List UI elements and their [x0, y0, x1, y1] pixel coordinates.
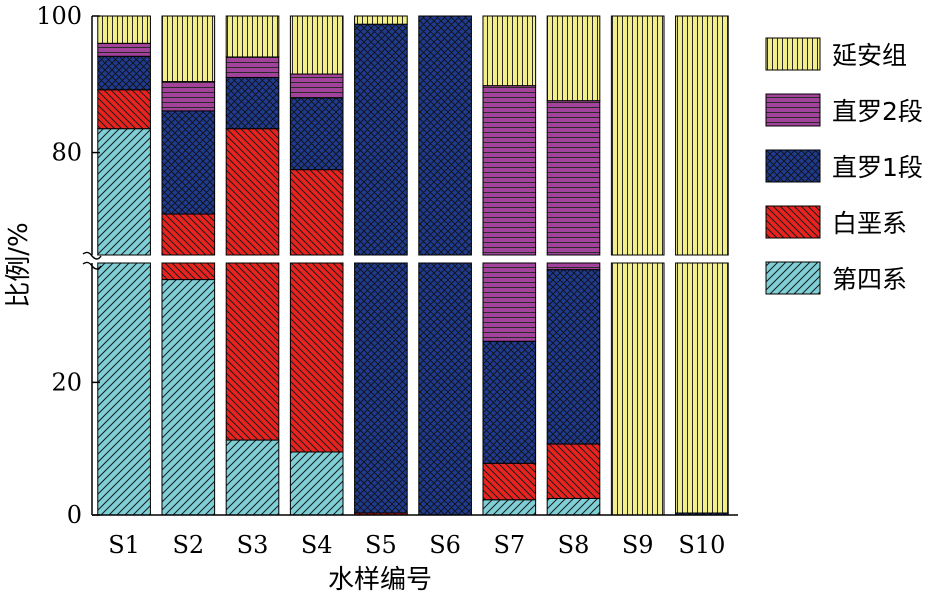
bar-S5-series-4 — [354, 15, 408, 25]
bar-S4-series-3 — [289, 73, 344, 99]
bar-S6-series-2-part-1 — [418, 15, 472, 256]
bar-S2-series-3 — [161, 81, 216, 112]
bar-S1-series-0-part-1 — [97, 128, 151, 256]
y-axis-title: 比例/% — [4, 222, 34, 307]
x-tick-label: S5 — [365, 531, 397, 559]
bar-S8-series-3-part-1 — [546, 100, 601, 256]
bar-S3-series-3 — [225, 56, 280, 78]
bar-S4-series-4 — [289, 15, 344, 75]
x-axis-tick-labels: S1 S2 S3 S4 S5 S6 S7 S8 S9 S10 — [108, 531, 725, 559]
legend-label: 第四系 — [832, 265, 907, 294]
bar-S8-series-1 — [546, 443, 601, 499]
bar-S9-series-4-part-0 — [610, 262, 665, 516]
x-tick-label: S4 — [301, 531, 333, 559]
x-tick-label: S6 — [429, 531, 461, 559]
bar-S2-series-0 — [161, 279, 216, 516]
y-tick-label: 20 — [51, 368, 82, 396]
bar-S9-series-4-part-1 — [610, 15, 665, 256]
bar-S8-series-4 — [546, 15, 601, 102]
axis-break-mark — [82, 251, 102, 270]
bar-S7-series-2 — [482, 340, 537, 464]
bar-S1-series-3 — [97, 42, 151, 57]
legend-label: 白垩系 — [832, 209, 907, 238]
bar-S7-series-4 — [482, 15, 537, 87]
legend-label: 直罗1段 — [832, 153, 923, 182]
axes-group — [82, 15, 738, 516]
x-tick-label: S8 — [558, 531, 590, 559]
bar-S1-series-2 — [97, 55, 151, 91]
bar-S3-series-1-part-1 — [225, 128, 280, 256]
bar-S5-series-2-part-1 — [354, 23, 408, 256]
bar-S8-series-0 — [546, 497, 601, 516]
legend-label: 直罗2段 — [832, 97, 923, 126]
bar-S8-series-3-part-0 — [546, 262, 601, 271]
bar-S10-series-4-part-1 — [675, 15, 729, 256]
bar-S4-series-2 — [289, 97, 344, 171]
bar-S1-series-0-part-0 — [97, 262, 151, 516]
bar-S1-series-4 — [97, 15, 151, 44]
legend-swatch — [765, 93, 821, 127]
bar-S6-series-2-part-0 — [418, 262, 472, 516]
bar-S5-series-2-part-0 — [354, 262, 408, 514]
bar-S3-series-2 — [225, 76, 280, 130]
x-tick-label: S2 — [172, 531, 204, 559]
bar-S7-series-3-part-0 — [482, 262, 537, 342]
legend-swatch — [765, 261, 821, 295]
y-tick-label: 80 — [51, 139, 82, 167]
legend-swatch — [765, 37, 821, 71]
bar-S7-series-0 — [482, 499, 537, 516]
x-tick-label: S1 — [108, 531, 140, 559]
x-tick-label: S3 — [237, 531, 269, 559]
x-tick-label: S9 — [622, 531, 654, 559]
y-axis-tick-labels: 0 20 80 100 — [36, 2, 82, 529]
bar-S3-series-4 — [225, 15, 280, 58]
legend-swatch — [765, 149, 821, 183]
x-axis-title: 水样编号 — [328, 565, 432, 595]
bar-S4-series-1-part-1 — [289, 169, 344, 256]
bars-group — [97, 15, 729, 516]
bar-S1-series-1 — [97, 89, 151, 130]
bar-S2-series-2 — [161, 110, 216, 215]
bar-S2-series-1-part-0 — [161, 262, 216, 281]
bar-S7-series-1 — [482, 462, 537, 501]
bar-S4-series-1-part-0 — [289, 262, 344, 453]
legend-label: 延安组 — [832, 41, 907, 70]
y-tick-label: 100 — [36, 2, 82, 30]
bar-S7-series-3-part-1 — [482, 85, 537, 256]
bar-S3-series-0 — [225, 439, 280, 516]
bar-S3-series-1-part-0 — [225, 262, 280, 441]
y-tick-label: 0 — [67, 501, 82, 529]
bar-S10-series-4-part-0 — [675, 262, 729, 514]
bar-S2-series-4 — [161, 15, 216, 83]
legend-swatch — [765, 205, 821, 239]
bar-S8-series-2 — [546, 269, 601, 445]
x-tick-label: S10 — [678, 531, 725, 559]
bar-S4-series-0 — [289, 451, 344, 516]
x-tick-label: S7 — [493, 531, 525, 559]
bar-S2-series-1-part-1 — [161, 213, 216, 256]
